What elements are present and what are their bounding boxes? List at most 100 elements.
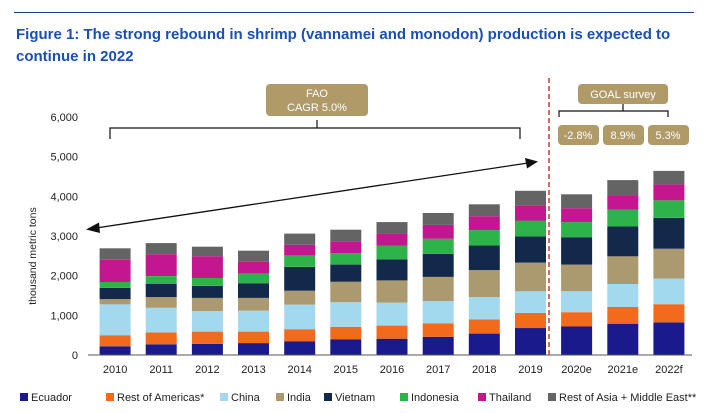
figure-title: Figure 1: The strong rebound in shrimp (… (16, 26, 671, 65)
bar-segment-ecuador-2018 (468, 333, 500, 355)
bar-segment-indonesia-2021e (607, 209, 639, 227)
bar-segment-vietnam-2011 (145, 284, 177, 298)
bar-segment-thailand-2017 (422, 224, 454, 239)
growth-2022: 5.3% (655, 130, 680, 142)
bar-segment-thailand-2018 (468, 216, 500, 231)
fao-label: FAO (306, 88, 328, 100)
x-tick-label: 2012 (195, 364, 219, 376)
y-tick-label: 4,000 (50, 191, 78, 203)
fao-annotation: FAO CAGR 5.0% (109, 84, 521, 139)
bar-segment-rest-of-asia-middle-east-2022f (653, 170, 685, 185)
bar-segment-rest-of-americas-2021e (607, 307, 639, 324)
bar-segment-china-2013 (238, 310, 269, 332)
bar-segment-india-2020e (561, 264, 593, 292)
bar-segment-indonesia-2020e (561, 222, 593, 238)
legend-label: Ecuador (31, 392, 72, 404)
goal-annotation: GOAL survey -2.8% 8.9% 5.3% (558, 84, 689, 145)
bar-segment-china-2016 (376, 302, 408, 326)
bar-segment-rest-of-asia-middle-east-2011 (145, 243, 177, 255)
legend-swatch (106, 393, 114, 401)
top-rule (14, 12, 694, 13)
legend-item-india: India (276, 392, 312, 404)
x-tick-label: 2017 (426, 364, 450, 376)
bar-segment-india-2022f (653, 248, 685, 279)
x-tick-label: 2015 (334, 364, 358, 376)
growth-2020: -2.8% (564, 130, 593, 142)
bar-segment-vietnam-2020e (561, 237, 593, 265)
fao-brace (109, 120, 521, 139)
bar-segment-ecuador-2022f (653, 322, 685, 355)
bar-segment-india-2015 (330, 281, 362, 303)
bar-segment-rest-of-americas-2011 (145, 332, 177, 345)
bar-segment-thailand-2013 (238, 261, 269, 274)
bar-segment-indonesia-2015 (330, 253, 362, 265)
bar-segment-indonesia-2010 (99, 282, 131, 288)
bar-segment-ecuador-2020e (561, 326, 593, 355)
bar-segment-thailand-2015 (330, 241, 362, 254)
bar-segment-ecuador-2017 (422, 336, 454, 355)
bar-segment-thailand-2022f (653, 184, 685, 201)
bar-segment-rest-of-asia-middle-east-2018 (468, 204, 500, 217)
bar-segment-india-2014 (284, 290, 316, 305)
bar-segment-indonesia-2016 (376, 245, 408, 260)
bar-segment-thailand-2020e (561, 208, 593, 223)
bar-segment-rest-of-americas-2014 (284, 329, 316, 342)
bar-segment-indonesia-2012 (191, 278, 223, 286)
bar-segment-india-2019 (515, 262, 546, 292)
bar-segment-rest-of-asia-middle-east-2016 (376, 222, 408, 234)
legend-item-indonesia: Indonesia (400, 392, 460, 404)
bar-segment-china-2022f (653, 278, 685, 305)
bar-segment-china-2014 (284, 304, 316, 330)
bar-segment-vietnam-2010 (99, 288, 131, 300)
bar-segment-ecuador-2011 (145, 344, 177, 355)
bar-segment-indonesia-2013 (238, 273, 269, 284)
bar-segment-india-2010 (99, 299, 131, 305)
bar-segment-rest-of-asia-middle-east-2013 (238, 250, 269, 262)
bar-segment-vietnam-2017 (422, 253, 454, 277)
bar-segment-rest-of-americas-2010 (99, 335, 131, 347)
legend-item-vietnam: Vietnam (324, 392, 375, 404)
goal-brace (558, 104, 669, 117)
x-tick-label: 2014 (287, 364, 311, 376)
legend-swatch (20, 393, 28, 401)
bar-segment-ecuador-2019 (515, 328, 546, 355)
legend-item-thailand: Thailand (478, 392, 531, 404)
bar-segment-china-2021e (607, 284, 639, 307)
bar-segment-ecuador-2016 (376, 338, 408, 355)
legend-swatch (324, 393, 332, 401)
legend-item-rest-of-americas: Rest of Americas* (106, 392, 205, 404)
bar-segment-indonesia-2022f (653, 200, 685, 218)
legend-swatch (478, 393, 486, 401)
bar-segment-india-2018 (468, 270, 500, 298)
bar-segment-ecuador-2014 (284, 341, 316, 355)
legend-label: Indonesia (411, 392, 460, 404)
bar-segment-rest-of-americas-2015 (330, 326, 362, 340)
bar-segment-china-2019 (515, 291, 546, 313)
bar-segment-vietnam-2015 (330, 264, 362, 282)
legend-item-china: China (220, 392, 261, 404)
goal-annotation-box (578, 84, 668, 104)
bar-segment-indonesia-2017 (422, 238, 454, 254)
y-tick-label: 5,000 (50, 152, 78, 164)
bar-segment-thailand-2010 (99, 259, 131, 282)
bar-segment-vietnam-2013 (238, 283, 269, 298)
bar-segment-rest-of-asia-middle-east-2012 (191, 246, 223, 257)
bar-segment-vietnam-2018 (468, 245, 500, 271)
legend-swatch (220, 393, 228, 401)
legend-item-ecuador: Ecuador (20, 392, 72, 404)
bar-segment-rest-of-asia-middle-east-2014 (284, 233, 316, 245)
bar-segment-china-2018 (468, 297, 500, 320)
x-tick-label: 2016 (380, 364, 404, 376)
bar-segment-vietnam-2019 (515, 236, 546, 263)
bar-segment-india-2021e (607, 256, 639, 284)
bar-segment-rest-of-asia-middle-east-2015 (330, 229, 362, 242)
bar-segment-thailand-2014 (284, 244, 316, 256)
y-tick-label: 0 (72, 350, 78, 362)
bar-segment-india-2012 (191, 297, 223, 311)
bar-segment-rest-of-americas-2012 (191, 331, 223, 344)
bar-segment-china-2010 (99, 304, 131, 336)
bar-segment-ecuador-2021e (607, 323, 639, 355)
bar-segment-vietnam-2021e (607, 226, 639, 257)
